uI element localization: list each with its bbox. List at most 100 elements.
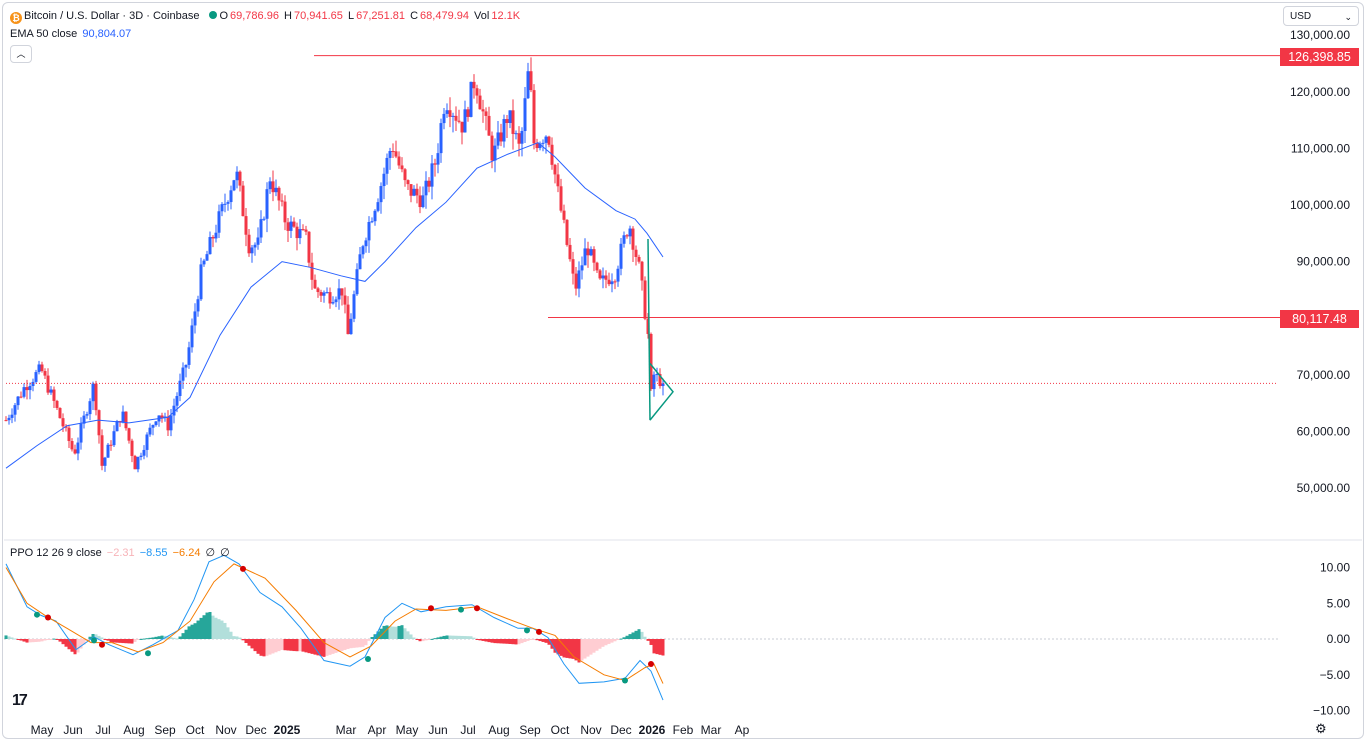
ppo-cross-dot	[45, 614, 51, 621]
candle-body	[376, 202, 380, 211]
candle-body	[457, 120, 461, 122]
candle-body	[577, 270, 581, 289]
candle-body	[352, 294, 356, 319]
collapse-legend-button[interactable]: ︿	[10, 45, 32, 63]
candle-body	[76, 442, 80, 454]
candle-body	[61, 418, 65, 427]
ppo-histogram-bar	[634, 630, 638, 639]
ppo-histogram-bar	[28, 639, 32, 643]
ppo-signal-line	[5, 563, 664, 684]
candle-body	[535, 143, 539, 149]
candle-body	[595, 262, 599, 271]
ppo-histogram-bar	[118, 639, 122, 643]
candle-body	[274, 187, 278, 193]
ppo-histogram-bar	[391, 626, 395, 639]
ppo-histogram-bar	[175, 638, 179, 640]
price-tick-label: 100,000.00	[1290, 198, 1350, 212]
ppo-histogram-bar	[106, 639, 110, 641]
candle-body	[655, 374, 659, 376]
ppo-histogram-bar	[487, 639, 491, 643]
candle-body	[247, 234, 251, 254]
ppo-histogram-bar	[259, 639, 263, 656]
ppo-histogram-bar	[208, 611, 212, 639]
ppo-histogram-bar	[460, 635, 464, 639]
ppo-histogram-bar	[232, 636, 236, 639]
candle-body	[544, 136, 548, 143]
candles-group	[4, 57, 665, 473]
ppo-histogram-bar	[463, 636, 467, 639]
ppo-histogram-bar	[181, 633, 185, 639]
ppo-histogram-bar	[25, 639, 29, 643]
ppo-histogram-bar	[622, 637, 626, 639]
candle-body	[529, 71, 533, 91]
ppo-histogram-bar	[637, 629, 641, 639]
ema-legend[interactable]: EMA 50 close 90,804.07	[10, 28, 133, 40]
ppo-histogram-bar	[109, 639, 113, 642]
candle-body	[229, 190, 233, 203]
currency-select[interactable]: USD ⌄	[1283, 6, 1359, 26]
candle-body	[67, 427, 71, 442]
ppo-histogram-bar	[127, 639, 131, 644]
ppo-histogram-bar	[406, 631, 410, 639]
candle-body	[46, 375, 50, 393]
ppo-histogram-bar	[79, 639, 83, 649]
ppo-histogram-bar	[103, 639, 107, 640]
candle-body	[466, 109, 470, 117]
gear-icon[interactable]: ⚙	[1315, 721, 1327, 736]
ppo-legend[interactable]: PPO 12 26 9 close −2.31 −8.55 −6.24 ∅ ∅	[10, 546, 232, 559]
candle-body	[289, 221, 293, 231]
ppo-histogram-bar	[49, 639, 53, 640]
tradingview-logo-icon[interactable]: 17	[12, 692, 28, 709]
candle-body	[133, 455, 137, 470]
high-level-label: 126,398.85	[1280, 48, 1359, 66]
candle-body	[328, 292, 332, 304]
ppo-histogram-bar	[58, 639, 62, 642]
candle-body	[223, 203, 227, 205]
ppo-histogram-bar	[544, 639, 548, 643]
ppo-cross-dot	[99, 641, 105, 648]
ppo-histogram-bar	[184, 629, 188, 639]
candle-body	[442, 113, 446, 124]
ppo-histogram-bar	[433, 638, 437, 640]
x-axis-month-label: Aug	[488, 723, 509, 737]
ppo-histogram-bar	[514, 639, 518, 645]
ppo-cross-dot	[34, 611, 40, 618]
ppo-histogram-bar	[76, 639, 80, 653]
ppo-histogram-bar	[331, 639, 335, 654]
ppo-histogram-bar	[442, 635, 446, 639]
candle-body	[7, 417, 11, 421]
ppo-histogram-bar	[7, 636, 11, 639]
candle-body	[232, 180, 236, 191]
ppo-cross-dot	[648, 661, 654, 668]
candle-body	[385, 157, 389, 174]
ppo-histogram-bar	[97, 635, 101, 639]
candle-body	[154, 421, 158, 425]
ppo-histogram-bar	[283, 639, 287, 651]
candle-body	[208, 237, 212, 255]
ppo-histogram-bar	[10, 637, 14, 639]
candle-body	[22, 387, 26, 397]
ppo-histogram-bar	[568, 639, 572, 659]
ppo-histogram-bar	[583, 639, 587, 659]
candle-body	[451, 115, 455, 117]
ppo-histogram-bar	[187, 626, 191, 639]
candle-body	[262, 218, 266, 220]
candle-body	[106, 444, 110, 458]
ppo-histogram-bar	[526, 639, 530, 641]
candle-body	[517, 133, 521, 144]
candle-body	[280, 200, 284, 202]
x-axis-month-label: Jul	[95, 723, 110, 737]
candle-body	[499, 132, 503, 142]
candle-body	[28, 385, 32, 391]
ppo-histogram-bar	[586, 639, 590, 657]
low-label: L	[347, 10, 355, 22]
candle-body	[172, 405, 176, 416]
ppo-histogram-bar	[265, 639, 269, 656]
candle-body	[415, 188, 419, 196]
ppo-histogram-bar	[589, 639, 593, 655]
candle-body	[490, 135, 494, 161]
candle-body	[199, 264, 203, 300]
ppo-histogram-bar	[292, 639, 296, 652]
x-axis-month-label: Sep	[154, 723, 176, 737]
